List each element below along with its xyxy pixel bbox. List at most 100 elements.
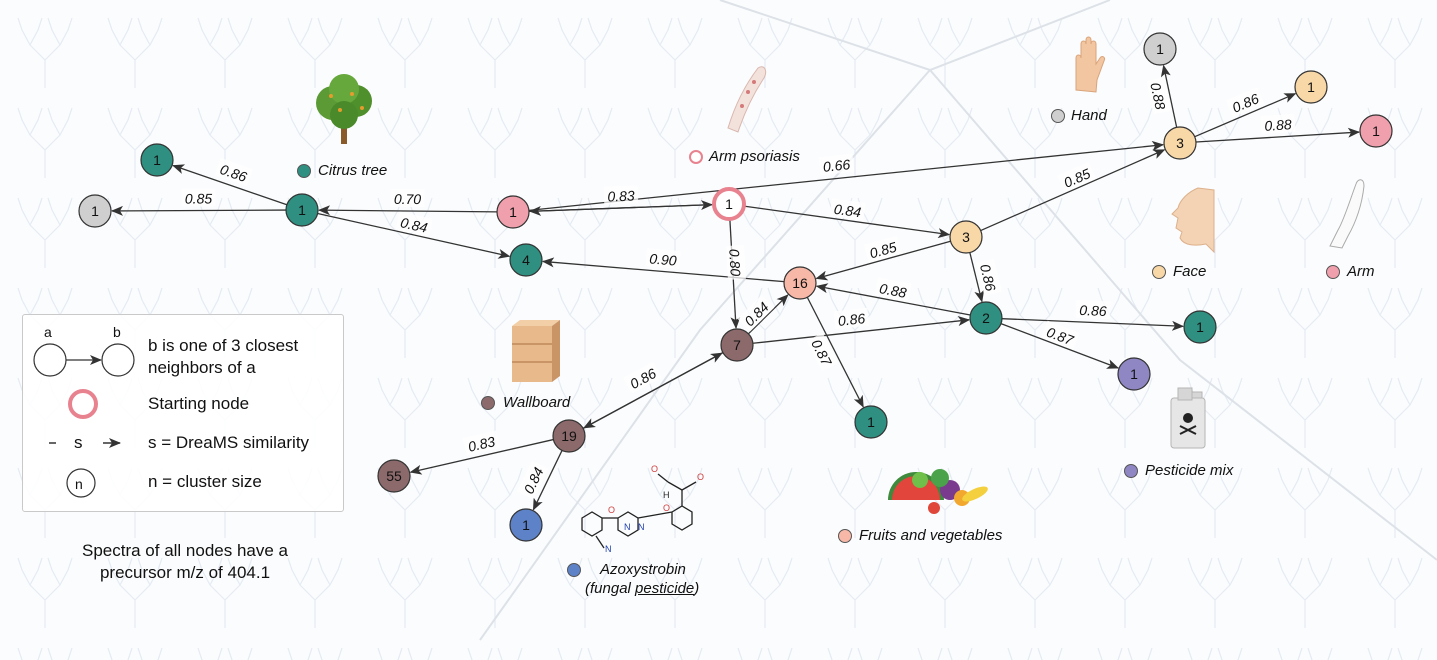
face-icon bbox=[1171, 187, 1215, 254]
azoxystrobin-structure-icon bbox=[581, 473, 697, 549]
footnote-line1: Spectra of all nodes have a bbox=[81, 541, 289, 560]
edge-face_3a-face_3b bbox=[980, 149, 1166, 232]
edge-label-bg bbox=[1075, 299, 1111, 320]
edge-similarity-label: 0.84 bbox=[399, 214, 429, 236]
edge-label-bg bbox=[976, 258, 1002, 296]
edge-similarity-label: 0.86 bbox=[977, 262, 999, 292]
hand-icon bbox=[1075, 36, 1105, 93]
edge-label-bg bbox=[818, 153, 855, 176]
edge-label-bg bbox=[390, 188, 425, 208]
edge-citrus_1-teal_top bbox=[172, 164, 288, 206]
edge-similarity-label: 0.85 bbox=[185, 190, 213, 206]
node-mauve_19 bbox=[552, 419, 586, 453]
svg-text:O: O bbox=[608, 505, 615, 515]
citrus-tree-label: Citrus tree bbox=[318, 162, 388, 179]
node-face_3a bbox=[949, 220, 983, 254]
edge-label-bg bbox=[462, 430, 500, 456]
pesticide-mix-label: Pesticide mix bbox=[1145, 462, 1234, 479]
edge-label-bg bbox=[726, 244, 746, 280]
node-cluster-size: 7 bbox=[733, 337, 741, 353]
background-line bbox=[929, 69, 1437, 561]
node-cluster-size: 1 bbox=[153, 152, 161, 168]
edge-mauve_7-teal_2 bbox=[752, 316, 971, 344]
arm-dot bbox=[1326, 265, 1340, 279]
edge-teal_2-teal_r1 bbox=[1001, 318, 1185, 331]
edge-teal_2-purple_1 bbox=[1000, 323, 1120, 369]
edge-face_3b-pink_r bbox=[1195, 127, 1361, 143]
legend-s-symbol: s bbox=[74, 433, 83, 452]
node-cluster-size: 1 bbox=[867, 414, 875, 430]
edge-label-bg bbox=[517, 460, 549, 500]
node-mauve_7 bbox=[720, 328, 754, 362]
edge-similarity-label: 0.83 bbox=[466, 433, 496, 455]
citrus-tree-dot bbox=[297, 164, 311, 178]
azoxystrobin-label: Azoxystrobin bbox=[600, 561, 686, 578]
azoxystrobin-description: (fungal pesticide) bbox=[585, 580, 700, 597]
legend-a-label: a bbox=[44, 324, 52, 340]
edge-similarity-label: 0.85 bbox=[868, 239, 899, 262]
node-grey_left bbox=[78, 194, 112, 228]
edge-mauve_7-salmon_16 bbox=[747, 294, 789, 335]
edge-label-bg bbox=[214, 158, 253, 187]
arm-psoriasis-label: Arm psoriasis bbox=[709, 148, 800, 165]
wallboard-icon bbox=[512, 320, 560, 382]
pesticide-bottle-icon bbox=[1170, 387, 1206, 449]
node-cluster-size: 1 bbox=[1196, 319, 1204, 335]
node-cluster-size: 1 bbox=[509, 204, 517, 220]
node-cluster-size: 1 bbox=[298, 202, 306, 218]
edge-label-bg bbox=[1057, 162, 1096, 193]
node-citrus_1 bbox=[285, 193, 319, 227]
edge-similarity-label: 0.86 bbox=[1079, 302, 1107, 319]
node-mauve_55 bbox=[377, 459, 411, 493]
pesticide-mix-dot bbox=[1124, 464, 1138, 478]
node-salmon_16 bbox=[783, 266, 817, 300]
edge-similarity-label: 0.80 bbox=[726, 248, 744, 276]
edge-label-bg bbox=[874, 277, 912, 302]
edge-start-face_3a bbox=[744, 205, 951, 239]
edge-label-bg bbox=[806, 332, 839, 372]
legend-start-ring bbox=[68, 389, 98, 419]
svg-text:O: O bbox=[651, 464, 658, 474]
edge-similarity-label: 0.90 bbox=[649, 250, 678, 268]
node-cluster-size: 1 bbox=[1130, 366, 1138, 382]
edge-label-bg bbox=[833, 307, 870, 330]
background-line bbox=[479, 69, 931, 641]
node-cluster-size: 2 bbox=[982, 310, 990, 326]
legend-closest-line2: neighbors of a bbox=[148, 358, 256, 377]
node-cluster-size: 4 bbox=[522, 252, 530, 268]
node-peach_r bbox=[1294, 70, 1328, 104]
edge-similarity-label: 0.88 bbox=[1147, 81, 1168, 111]
edge-label-bg bbox=[1146, 77, 1172, 115]
edge-face_3b-grey_top bbox=[1160, 64, 1178, 128]
footnote: Spectra of all nodes have a precursor m/… bbox=[40, 540, 330, 584]
edge-similarity-label: 0.83 bbox=[607, 187, 635, 204]
node-teal_low bbox=[854, 405, 888, 439]
node-blue_1 bbox=[509, 508, 543, 542]
skin-icon bbox=[727, 66, 767, 133]
node-cluster-size: 1 bbox=[522, 517, 530, 533]
legend-cluster-size: n = cluster size bbox=[148, 472, 262, 491]
fruits-vegetables-dot bbox=[838, 529, 852, 543]
arm-psoriasis-dot bbox=[689, 150, 703, 164]
edge-face_3a-salmon_16 bbox=[815, 240, 951, 281]
edge-label-bg bbox=[603, 185, 639, 205]
node-cluster-size: 16 bbox=[792, 275, 808, 291]
node-teal_4 bbox=[509, 243, 543, 277]
edge-similarity-label: 0.84 bbox=[833, 201, 862, 221]
node-cluster-size: 55 bbox=[386, 468, 402, 484]
edge-label-bg bbox=[645, 248, 681, 269]
node-grey_top bbox=[1143, 32, 1177, 66]
arm-icon bbox=[1329, 179, 1365, 249]
node-teal_top bbox=[140, 143, 174, 177]
edge-similarity-label: 0.70 bbox=[394, 191, 422, 207]
legend-node-a bbox=[33, 343, 67, 377]
node-face_3b bbox=[1163, 126, 1197, 160]
hand-label: Hand bbox=[1071, 107, 1107, 124]
svg-text:N: N bbox=[624, 522, 631, 532]
edge-label-bg bbox=[623, 361, 662, 394]
node-cluster-size: 19 bbox=[561, 428, 577, 444]
fruit-icon bbox=[888, 469, 988, 514]
legend-n-symbol: n bbox=[75, 476, 83, 492]
edge-teal_2-salmon_16 bbox=[815, 283, 971, 316]
face-dot bbox=[1152, 265, 1166, 279]
